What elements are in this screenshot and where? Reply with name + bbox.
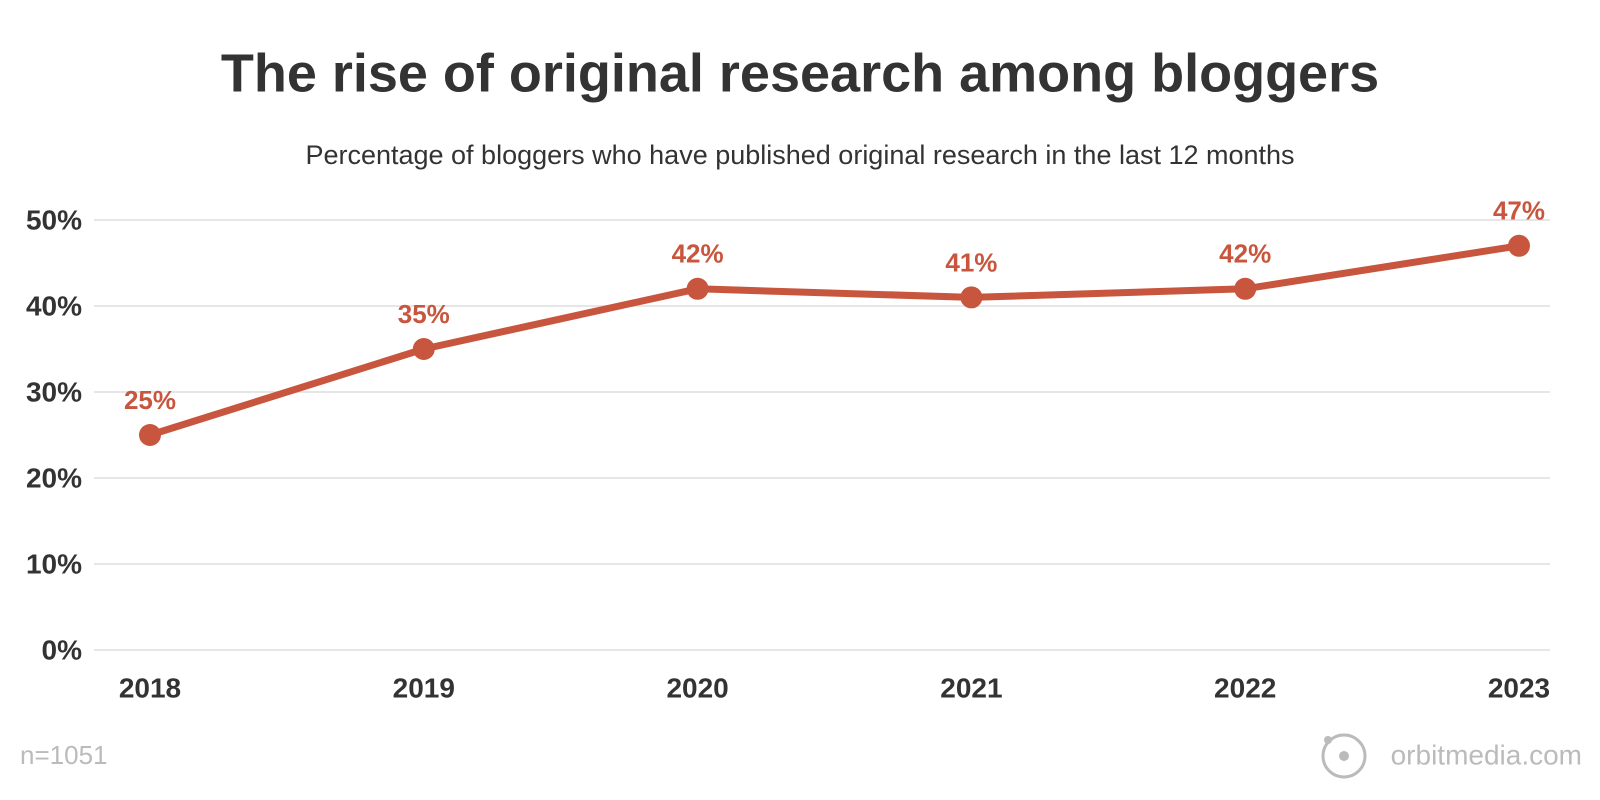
x-tick-label: 2018 bbox=[119, 672, 181, 703]
source: orbitmedia.com bbox=[1391, 739, 1582, 770]
data-label: 41% bbox=[945, 247, 997, 277]
logo-dot bbox=[1339, 751, 1349, 761]
data-line bbox=[146, 242, 1523, 439]
y-tick-label: 30% bbox=[26, 376, 82, 407]
footnote: n=1051 bbox=[20, 740, 107, 770]
x-tick-label: 2021 bbox=[940, 672, 1002, 703]
data-label: 25% bbox=[124, 385, 176, 415]
logo-ring bbox=[1321, 733, 1367, 779]
data-point bbox=[686, 277, 709, 300]
data-point bbox=[139, 424, 161, 446]
y-tick-label: 50% bbox=[26, 204, 82, 235]
x-tick-label: 2019 bbox=[393, 672, 455, 703]
data-point bbox=[412, 338, 435, 360]
data-point bbox=[960, 286, 983, 309]
y-tick-label: 0% bbox=[42, 634, 83, 665]
data-label: 47% bbox=[1493, 196, 1545, 226]
x-tick-label: 2020 bbox=[666, 672, 728, 703]
y-tick-label: 40% bbox=[26, 290, 82, 321]
data-label: 42% bbox=[672, 239, 724, 269]
logo-moon bbox=[1324, 736, 1332, 744]
data-point bbox=[1508, 234, 1530, 257]
y-tick-label: 20% bbox=[26, 462, 82, 493]
y-tick-label: 10% bbox=[26, 548, 82, 579]
x-tick-label: 2022 bbox=[1214, 672, 1276, 703]
chart-subtitle: Percentage of bloggers who have publishe… bbox=[305, 140, 1294, 170]
x-tick-label: 2023 bbox=[1488, 672, 1550, 703]
chart-title: The rise of original research among blog… bbox=[221, 43, 1379, 103]
data-point bbox=[1234, 277, 1257, 300]
logo-icon bbox=[1321, 733, 1367, 779]
data-label: 35% bbox=[398, 299, 450, 329]
data-label: 42% bbox=[1219, 239, 1271, 269]
